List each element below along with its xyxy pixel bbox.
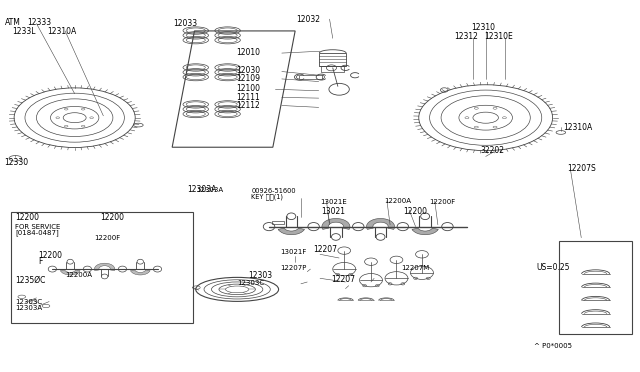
Text: 12310E: 12310E bbox=[484, 32, 513, 41]
Text: 12303: 12303 bbox=[248, 271, 273, 280]
Text: 12200: 12200 bbox=[15, 213, 40, 222]
Text: 12333: 12333 bbox=[27, 18, 51, 27]
Text: FOR SERVICE: FOR SERVICE bbox=[15, 224, 61, 230]
Text: 12303A: 12303A bbox=[188, 185, 217, 194]
Bar bbox=[299, 75, 322, 79]
Text: 12330: 12330 bbox=[4, 157, 29, 167]
Bar bbox=[272, 221, 284, 224]
Text: 1235ØC: 1235ØC bbox=[15, 276, 46, 285]
Text: [0184-0487]: [0184-0487] bbox=[15, 230, 59, 236]
Text: 00926-51600: 00926-51600 bbox=[251, 188, 296, 194]
Text: 1233L: 1233L bbox=[12, 27, 36, 36]
Text: 12010: 12010 bbox=[236, 48, 260, 57]
Text: 12100: 12100 bbox=[236, 84, 260, 93]
Text: 12207: 12207 bbox=[314, 245, 338, 254]
Text: F: F bbox=[38, 257, 43, 266]
Text: 32202: 32202 bbox=[481, 147, 504, 155]
Text: 13021: 13021 bbox=[321, 206, 345, 216]
Bar bbox=[321, 65, 344, 71]
Text: 12200: 12200 bbox=[38, 251, 62, 260]
Text: 12310A: 12310A bbox=[563, 123, 593, 132]
Text: 12030: 12030 bbox=[236, 66, 260, 75]
Text: 12303A: 12303A bbox=[196, 187, 223, 193]
Wedge shape bbox=[367, 218, 394, 230]
Text: KEY キー(1): KEY キー(1) bbox=[251, 194, 283, 201]
Text: 12032: 12032 bbox=[296, 15, 320, 23]
Bar bbox=[11, 212, 193, 323]
Text: 12112: 12112 bbox=[236, 101, 260, 110]
Text: 13021F: 13021F bbox=[280, 250, 306, 256]
Text: ATM: ATM bbox=[4, 18, 20, 27]
Text: 12310: 12310 bbox=[472, 23, 495, 32]
Wedge shape bbox=[131, 270, 150, 275]
Text: 12111: 12111 bbox=[236, 93, 260, 102]
Wedge shape bbox=[322, 218, 350, 230]
Text: 12200: 12200 bbox=[100, 213, 124, 222]
Text: 12303C: 12303C bbox=[15, 299, 42, 305]
Text: 12200A: 12200A bbox=[65, 272, 92, 278]
Text: 12303A: 12303A bbox=[15, 305, 42, 311]
Text: US=0.25: US=0.25 bbox=[537, 263, 570, 272]
Text: 12200: 12200 bbox=[403, 206, 427, 216]
Text: 12033: 12033 bbox=[173, 19, 197, 28]
Wedge shape bbox=[95, 263, 115, 270]
Text: 12303C: 12303C bbox=[237, 280, 264, 286]
Text: 12200F: 12200F bbox=[429, 199, 456, 205]
Text: 13021E: 13021E bbox=[320, 199, 347, 205]
Text: 12200F: 12200F bbox=[95, 235, 121, 241]
Text: 12207S: 12207S bbox=[567, 164, 596, 173]
Wedge shape bbox=[278, 228, 305, 235]
Text: 12310A: 12310A bbox=[47, 27, 77, 36]
Text: ^ P0*0005: ^ P0*0005 bbox=[534, 343, 572, 349]
Bar bbox=[559, 241, 632, 334]
Wedge shape bbox=[60, 270, 80, 275]
Text: 12207: 12207 bbox=[331, 275, 355, 283]
Text: 12207M: 12207M bbox=[401, 265, 429, 271]
Text: 12312: 12312 bbox=[454, 32, 477, 41]
Text: 12207P: 12207P bbox=[280, 265, 306, 271]
Wedge shape bbox=[412, 228, 438, 235]
Text: 12109: 12109 bbox=[236, 74, 260, 83]
Bar bbox=[319, 53, 346, 66]
Text: 12200A: 12200A bbox=[384, 198, 411, 204]
